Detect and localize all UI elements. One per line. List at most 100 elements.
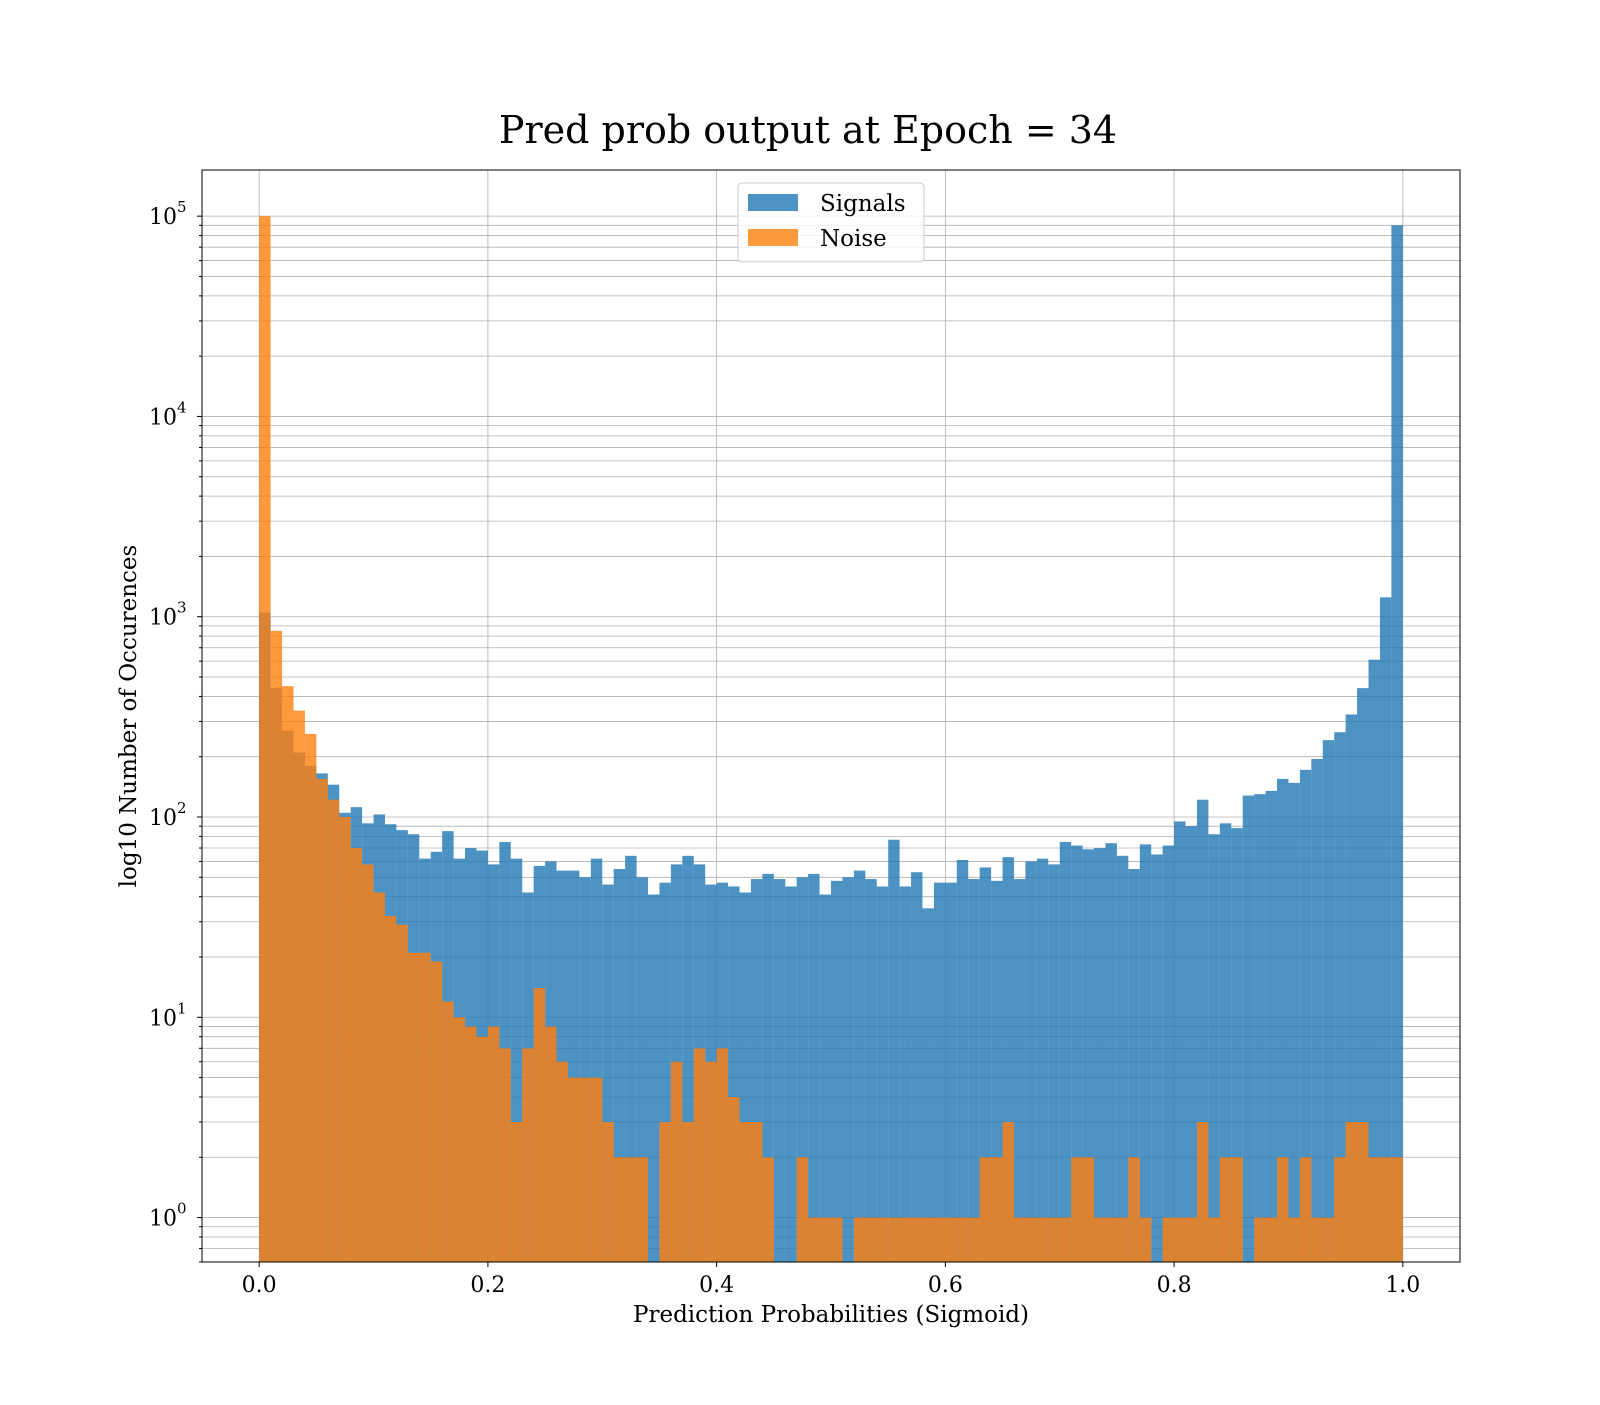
legend-label-noise: Noise bbox=[820, 226, 887, 252]
bar-signals bbox=[1322, 740, 1335, 1262]
bar-noise bbox=[991, 1157, 1003, 1262]
bar-signals bbox=[808, 873, 820, 1262]
bar-signals bbox=[1025, 861, 1037, 1262]
bar-noise bbox=[705, 1061, 717, 1262]
bar-noise bbox=[1379, 1157, 1392, 1262]
bar-signals bbox=[1185, 826, 1197, 1262]
bar-signals bbox=[956, 859, 969, 1262]
bar-noise bbox=[590, 1077, 603, 1262]
x-tick-label: 0.8 bbox=[1157, 1273, 1192, 1298]
bar-signals bbox=[1379, 597, 1392, 1262]
bar-noise bbox=[1025, 1217, 1037, 1262]
bar-noise bbox=[1196, 1122, 1209, 1262]
plot-area-frame bbox=[201, 169, 1461, 1263]
legend-swatch-noise bbox=[748, 229, 798, 246]
bar-signals bbox=[853, 870, 866, 1262]
bar-noise bbox=[510, 1122, 523, 1262]
bar-noise bbox=[407, 952, 420, 1262]
bar-signals bbox=[510, 858, 523, 1262]
bar-noise bbox=[567, 1077, 580, 1262]
bar-noise bbox=[1231, 1157, 1243, 1262]
bar-noise bbox=[1357, 1122, 1369, 1262]
bar-signals bbox=[773, 879, 786, 1262]
bar-noise bbox=[625, 1157, 637, 1262]
bar-signals bbox=[1059, 842, 1072, 1262]
bar-noise bbox=[350, 848, 363, 1262]
bar-signals bbox=[831, 880, 843, 1262]
bar-noise bbox=[1208, 1217, 1220, 1262]
bar-signals bbox=[1002, 857, 1014, 1262]
y-tick-exponent: 2 bbox=[177, 799, 187, 817]
bar-noise bbox=[979, 1157, 992, 1262]
bar-signals bbox=[1082, 849, 1095, 1262]
bar-noise bbox=[1036, 1217, 1049, 1262]
bar-signals bbox=[1311, 758, 1323, 1262]
histogram-bars bbox=[259, 216, 1403, 1262]
x-axis-label: Prediction Probabilities (Sigmoid) bbox=[633, 1302, 1029, 1328]
bar-noise bbox=[442, 1001, 454, 1262]
bar-noise bbox=[888, 1217, 900, 1262]
bar-noise bbox=[1311, 1217, 1323, 1262]
bar-signals bbox=[567, 870, 580, 1262]
bar-signals bbox=[1368, 659, 1380, 1262]
bar-noise bbox=[693, 1048, 706, 1262]
legend-swatch-signals bbox=[748, 194, 798, 211]
bar-signals bbox=[1116, 855, 1129, 1262]
bar-noise bbox=[396, 924, 408, 1262]
bar-noise bbox=[304, 733, 317, 1262]
bar-signals bbox=[579, 877, 591, 1262]
bar-signals bbox=[796, 877, 809, 1262]
bar-signals bbox=[1139, 844, 1152, 1262]
bar-noise bbox=[819, 1217, 831, 1262]
bar-noise bbox=[613, 1157, 626, 1262]
chart-title: Pred prob output at Epoch = 34 bbox=[499, 108, 1117, 152]
bar-signals bbox=[613, 869, 626, 1262]
bar-noise bbox=[1391, 1157, 1403, 1262]
bar-signals bbox=[739, 892, 751, 1262]
bar-noise bbox=[1288, 1217, 1300, 1262]
bar-signals bbox=[1013, 879, 1026, 1262]
bar-noise bbox=[968, 1217, 980, 1262]
bar-noise bbox=[659, 1122, 671, 1262]
bar-noise bbox=[739, 1122, 751, 1262]
bar-signals bbox=[1254, 794, 1266, 1262]
bar-noise bbox=[259, 216, 271, 1262]
legend-label-signals: Signals bbox=[820, 191, 906, 217]
bar-signals bbox=[1288, 782, 1300, 1262]
bar-noise bbox=[750, 1122, 763, 1262]
bar-noise bbox=[1368, 1157, 1380, 1262]
bar-noise bbox=[1071, 1157, 1083, 1262]
bar-noise bbox=[339, 817, 351, 1262]
bar-noise bbox=[556, 1061, 568, 1262]
bar-signals bbox=[659, 882, 671, 1262]
bar-noise bbox=[876, 1217, 889, 1262]
bar-signals bbox=[1242, 795, 1255, 1262]
bar-noise bbox=[384, 916, 397, 1262]
bar-noise bbox=[956, 1217, 969, 1262]
bar-noise bbox=[1322, 1217, 1335, 1262]
bar-noise bbox=[682, 1122, 694, 1262]
bar-noise bbox=[419, 952, 431, 1262]
bar-noise bbox=[1265, 1217, 1278, 1262]
bar-noise bbox=[933, 1217, 946, 1262]
bar-noise bbox=[1013, 1217, 1026, 1262]
bar-signals bbox=[785, 886, 797, 1262]
bar-noise bbox=[1139, 1217, 1152, 1262]
bar-signals bbox=[1128, 869, 1140, 1262]
y-tick-label: 10 bbox=[149, 1207, 177, 1232]
bar-signals bbox=[1048, 864, 1060, 1262]
bar-signals bbox=[728, 886, 740, 1262]
bar-noise bbox=[808, 1217, 820, 1262]
bar-signals bbox=[1334, 732, 1346, 1262]
bar-noise bbox=[899, 1217, 912, 1262]
bar-noise bbox=[1082, 1157, 1095, 1262]
bar-noise bbox=[282, 686, 294, 1262]
bar-noise bbox=[1128, 1157, 1140, 1262]
bar-noise bbox=[476, 1036, 488, 1262]
y-tick-exponent: 1 bbox=[177, 999, 187, 1017]
bar-signals bbox=[1265, 790, 1278, 1262]
bar-signals bbox=[625, 855, 637, 1262]
bar-noise bbox=[1162, 1217, 1175, 1262]
bar-signals bbox=[876, 886, 889, 1262]
bar-noise bbox=[465, 1026, 477, 1262]
